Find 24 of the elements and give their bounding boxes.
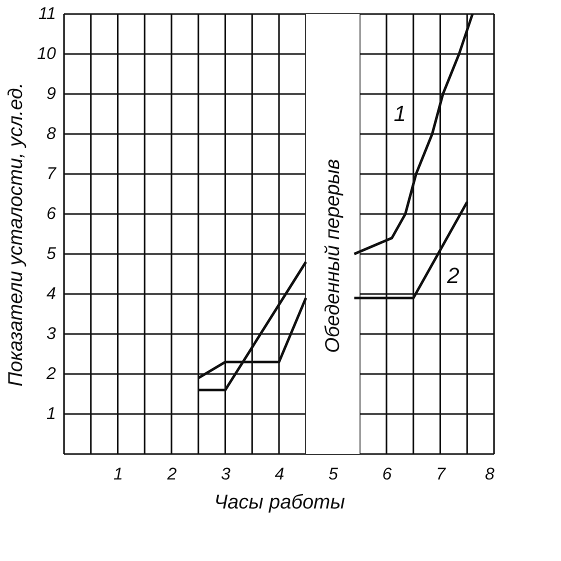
y-tick-label: 5 <box>46 244 57 263</box>
y-tick-label: 8 <box>46 124 57 143</box>
y-axis-title: Показатели усталости, усл.ед. <box>5 82 27 386</box>
x-tick-label: 3 <box>221 464 232 484</box>
x-tick-label: 6 <box>382 464 392 484</box>
x-tick-label: 7 <box>436 464 446 484</box>
x-axis-title: Часы работы <box>214 492 346 514</box>
band-label: Обеденный перерыв <box>322 159 344 353</box>
annotation: 2 <box>446 263 460 288</box>
y-tick-label: 7 <box>46 164 57 183</box>
y-tick-label: 10 <box>37 44 57 63</box>
x-tick-label: 4 <box>274 464 284 484</box>
y-tick-label: 4 <box>46 284 56 303</box>
x-tick-label: 5 <box>328 464 339 484</box>
x-tick-label: 8 <box>485 464 496 484</box>
x-tick-label: 2 <box>166 464 178 484</box>
y-tick-label: 3 <box>46 324 57 343</box>
x-tick-label: 1 <box>114 464 123 484</box>
annotation: 1 <box>394 101 406 126</box>
y-tick-label: 11 <box>38 4 56 23</box>
y-tick-label: 6 <box>46 204 57 223</box>
y-tick-label: 2 <box>46 364 57 383</box>
y-tick-label: 9 <box>46 84 57 103</box>
y-tick-label: 1 <box>46 404 56 423</box>
